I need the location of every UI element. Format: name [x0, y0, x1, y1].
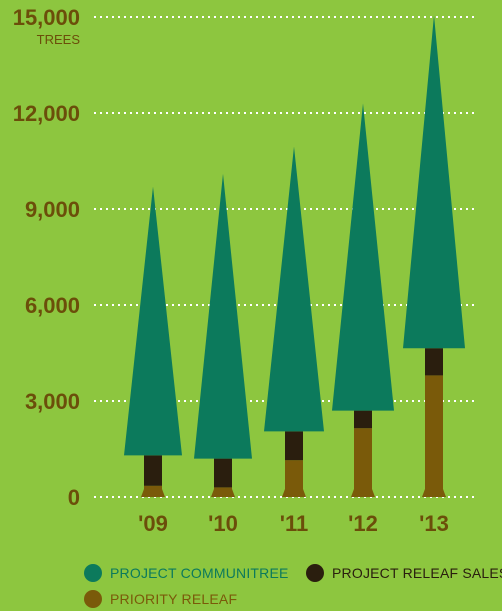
- bar-priority-releaf: [354, 428, 372, 497]
- bar-priority-releaf: [425, 375, 443, 497]
- y-tick-label: 12,000: [13, 101, 80, 126]
- x-tick-label: '10: [208, 511, 238, 536]
- bar-project-releaf-sales: [425, 348, 443, 376]
- bar-priority-releaf: [285, 460, 303, 497]
- x-tick-label: '11: [280, 511, 309, 536]
- x-tick-label: '13: [419, 511, 449, 536]
- bar-project-releaf-sales: [285, 431, 303, 461]
- trunk-base: [282, 489, 306, 497]
- x-tick-label: '12: [348, 511, 378, 536]
- bar-project-releaf-sales: [354, 410, 372, 429]
- y-tick-label: 0: [68, 485, 80, 510]
- bar-project-communitree: [332, 103, 394, 411]
- bar-project-communitree: [194, 173, 252, 459]
- y-tick-label: 3,000: [25, 389, 80, 414]
- y-tick-label: 9,000: [25, 197, 80, 222]
- y-tick-label: 15,000: [13, 5, 80, 30]
- bar-project-communitree: [264, 146, 324, 432]
- bar-project-communitree: [124, 186, 182, 456]
- bar-project-communitree: [403, 15, 465, 349]
- trunk-base: [351, 489, 375, 497]
- trunk-base: [422, 489, 446, 497]
- bar-project-releaf-sales: [144, 455, 162, 486]
- bar-project-releaf-sales: [214, 458, 232, 488]
- trunk-base: [211, 489, 235, 497]
- x-tick-label: '09: [138, 511, 168, 536]
- y-tick-label: 6,000: [25, 293, 80, 318]
- y-unit-label: TREES: [37, 32, 81, 47]
- trunk-base: [141, 489, 165, 497]
